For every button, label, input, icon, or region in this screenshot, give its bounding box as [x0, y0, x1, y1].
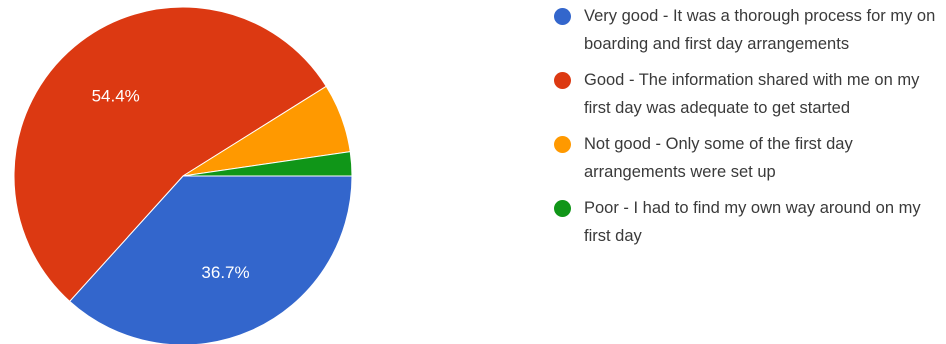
- legend-item-not-good: Not good - Only some of the first day ar…: [552, 130, 942, 186]
- slice-label-very-good: 36.7%: [201, 263, 249, 282]
- legend-swatch-icon: [554, 200, 571, 217]
- legend-item-poor: Poor - I had to find my own way around o…: [552, 194, 942, 250]
- slice-poor: [182, 151, 353, 177]
- legend-swatch-icon: [554, 136, 571, 153]
- legend-item-good: Good - The information shared with me on…: [552, 66, 942, 122]
- legend-label: Very good - It was a thorough process fo…: [584, 7, 936, 53]
- slice-label-good: 54.4%: [92, 87, 140, 106]
- legend-label: Not good - Only some of the first day ar…: [584, 135, 853, 181]
- legend-label: Poor - I had to find my own way around o…: [584, 199, 921, 245]
- chart-legend: Very good - It was a thorough process fo…: [552, 2, 942, 258]
- slice-very-good: [68, 175, 353, 344]
- legend-label: Good - The information shared with me on…: [584, 71, 920, 117]
- legend-item-very-good: Very good - It was a thorough process fo…: [552, 2, 942, 58]
- legend-swatch-icon: [554, 8, 571, 25]
- legend-swatch-icon: [554, 72, 571, 89]
- slice-good: [13, 6, 327, 303]
